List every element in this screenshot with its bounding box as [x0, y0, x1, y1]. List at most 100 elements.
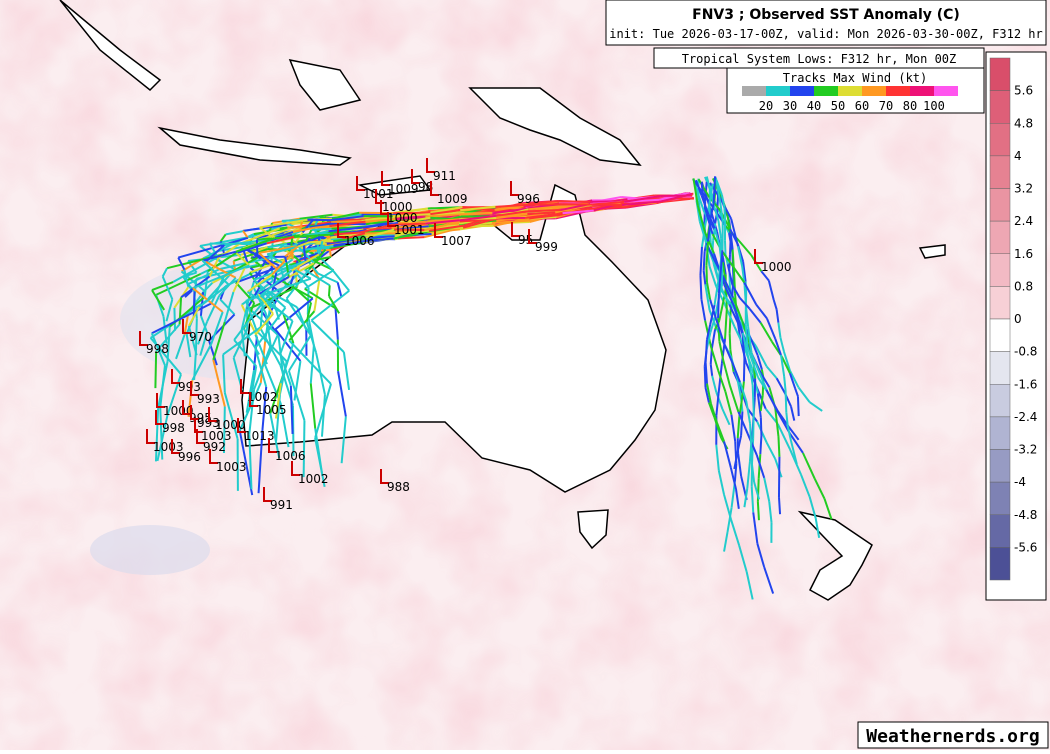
track-segment — [174, 308, 175, 331]
track-segment — [753, 412, 754, 439]
colorbar-swatch — [990, 123, 1010, 156]
wind-label: 80 — [903, 99, 917, 113]
pressure-label: 1009 — [388, 182, 419, 196]
pressure-label: 996 — [517, 192, 540, 206]
track-segment — [730, 309, 731, 334]
pressure-label: 992 — [203, 440, 226, 454]
pressure-label: 1007 — [441, 234, 472, 248]
track-segment — [786, 391, 787, 413]
pressure-label: 998 — [146, 342, 169, 356]
wind-swatch — [742, 86, 766, 96]
wind-label: 60 — [855, 99, 869, 113]
track-segment — [155, 351, 156, 388]
track-segment — [280, 227, 288, 228]
colorbar-label: -1.6 — [1014, 377, 1037, 391]
colorbar-swatch — [990, 547, 1010, 580]
colorbar-label: -4.8 — [1014, 508, 1037, 522]
colorbar-label: 5.6 — [1014, 84, 1033, 98]
colorbar-label: -5.6 — [1014, 540, 1037, 554]
track-segment — [556, 201, 591, 202]
pressure-label: 1005 — [256, 403, 287, 417]
track-segment — [730, 240, 731, 254]
colorbar-swatch — [990, 221, 1010, 254]
track-segment — [778, 437, 779, 457]
track-segment — [798, 396, 799, 416]
colorbar-label: 0.8 — [1014, 279, 1033, 293]
track-segment — [760, 436, 761, 455]
wind-swatch — [934, 86, 958, 96]
cool-anomaly — [90, 525, 210, 575]
track-segment — [750, 444, 751, 461]
track-segment — [741, 412, 742, 436]
colorbar-swatch — [990, 91, 1010, 124]
track-segment — [758, 502, 759, 520]
pressure-label: 1002 — [247, 390, 278, 404]
track-segment — [779, 497, 780, 514]
wind-swatch — [862, 86, 886, 96]
wind-label: 20 — [759, 99, 773, 113]
wind-swatch — [790, 86, 814, 96]
pressure-label: 911 — [433, 169, 456, 183]
pressure-label: 1001 — [394, 223, 425, 237]
pressure-label: 1002 — [298, 472, 329, 486]
track-segment — [526, 210, 560, 211]
colorbar-swatch — [990, 189, 1010, 222]
wind-swatch — [814, 86, 838, 96]
colorbar-swatch — [990, 319, 1010, 352]
wind-label: 40 — [807, 99, 821, 113]
pressure-label: 999 — [535, 240, 558, 254]
track-segment — [735, 442, 736, 464]
wind-swatch — [910, 86, 934, 96]
track-segment — [724, 207, 725, 220]
track-segment — [744, 359, 745, 382]
wind-swatch — [886, 86, 910, 96]
track-segment — [706, 363, 707, 384]
track-segment — [714, 176, 715, 203]
colorbar-label: 4.8 — [1014, 116, 1033, 130]
pressure-label: 1000 — [761, 260, 792, 274]
colorbar-swatch — [990, 384, 1010, 417]
pressure-label: 988 — [387, 480, 410, 494]
colorbar-label: -2.4 — [1014, 410, 1037, 424]
colorbar-swatch — [990, 58, 1010, 91]
pressure-label: 993 — [197, 392, 220, 406]
colorbar-label: 3.2 — [1014, 182, 1033, 196]
track-segment — [700, 275, 701, 299]
colorbar-swatch — [990, 482, 1010, 515]
colorbar-swatch — [990, 286, 1010, 319]
track-segment — [704, 251, 705, 270]
pressure-label: 1009 — [437, 192, 468, 206]
track-segment — [462, 213, 492, 214]
colorbar-label: 4 — [1014, 149, 1022, 163]
wind-label: 50 — [831, 99, 845, 113]
legend-wind-title: Tracks Max Wind (kt) — [783, 71, 928, 85]
track-segment — [761, 418, 762, 436]
colorbar-swatch — [990, 352, 1010, 385]
wind-label: 100 — [923, 99, 945, 113]
track-segment — [730, 333, 731, 349]
track-segment — [257, 240, 258, 258]
track-segment — [718, 294, 719, 319]
pressure-label: 998 — [162, 421, 185, 435]
wind-swatch — [766, 86, 790, 96]
track-segment — [750, 424, 751, 444]
pressure-label: 996 — [178, 450, 201, 464]
track-segment — [285, 257, 286, 263]
track-segment — [706, 265, 707, 282]
colorbar-swatch — [990, 450, 1010, 483]
wind-label: 30 — [783, 99, 797, 113]
colorbar-swatch — [990, 156, 1010, 189]
pressure-label: 991 — [270, 498, 293, 512]
pressure-label: 1006 — [275, 449, 306, 463]
pressure-label: 1006 — [344, 234, 375, 248]
colorbar-label: 2.4 — [1014, 214, 1033, 228]
pressure-label: 1003 — [216, 460, 247, 474]
colorbar-swatch — [990, 417, 1010, 450]
legend-title: Tropical System Lows: F312 hr, Mon 00Z — [682, 52, 957, 66]
watermark: Weathernerds.org — [866, 726, 1039, 747]
wind-label: 70 — [879, 99, 893, 113]
track-segment — [784, 376, 785, 390]
colorbar-label: -3.2 — [1014, 443, 1037, 457]
pressure-label: 970 — [189, 330, 212, 344]
